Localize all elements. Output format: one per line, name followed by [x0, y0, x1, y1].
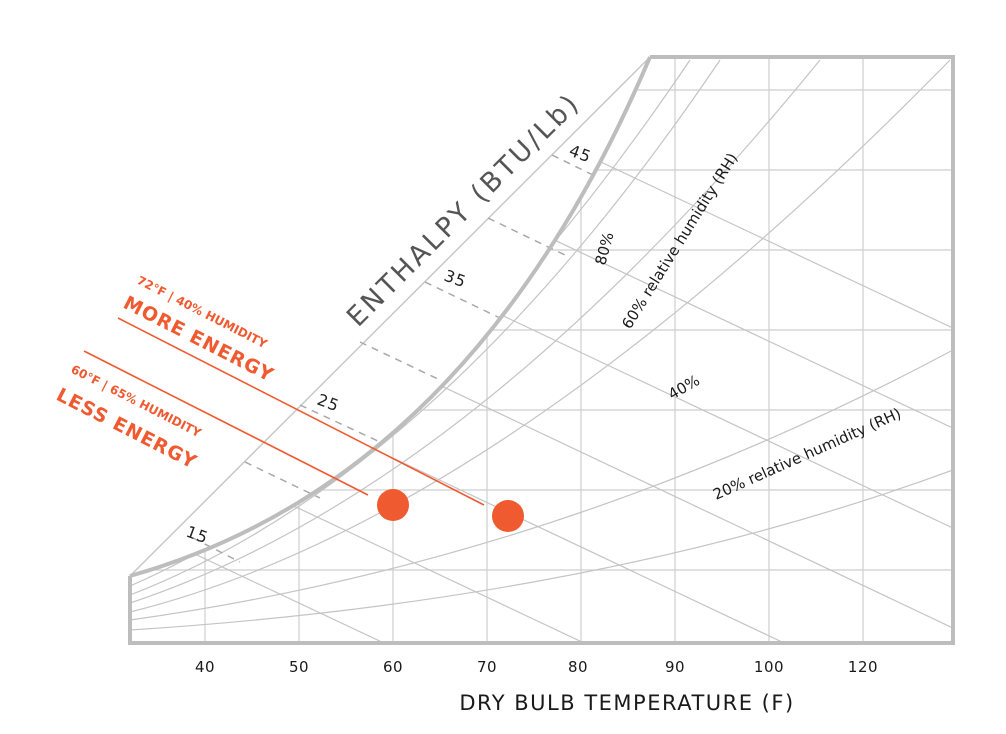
x-tick-label: 70 — [477, 658, 497, 676]
data-point-more-energy — [492, 500, 524, 532]
enthalpy-tick-15: 15 — [184, 522, 212, 548]
x-tick-label: 50 — [289, 658, 309, 676]
x-tick-label: 100 — [754, 658, 784, 676]
rh-curve — [130, 59, 951, 613]
enthalpy-line — [130, 309, 821, 643]
x-tick-label: 90 — [665, 658, 685, 676]
annotation-less-energy: 60°F | 65% HUMIDITY LESS ENERGY — [53, 350, 369, 496]
x-tick-label: 60 — [383, 658, 403, 676]
outer-boundary-line — [129, 56, 651, 577]
leader-line-less-energy — [83, 350, 369, 496]
rh-curve — [130, 469, 953, 631]
data-point-less-energy — [377, 489, 409, 521]
enthalpy-dash — [487, 217, 566, 256]
leader-line-more-energy — [117, 317, 485, 506]
rh-label-40: 40% — [665, 371, 703, 403]
rh-curve — [130, 59, 721, 596]
x-tick-label: 120 — [848, 658, 878, 676]
annotation-more-energy: 72°F | 40% HUMIDITY MORE ENERGY — [117, 273, 485, 506]
enthalpy-tick-45: 45 — [567, 141, 595, 167]
rh-label-80: 80% — [591, 230, 617, 267]
rh-curve — [130, 59, 821, 604]
saturation-curve — [129, 56, 652, 578]
enthalpy-tick-25: 25 — [315, 390, 343, 416]
x-tick-label: 40 — [195, 658, 215, 676]
x-axis: 40 50 60 70 80 90 100 120 — [195, 658, 878, 676]
x-axis-title: DRY BULB TEMPERATURE (F) — [459, 691, 794, 715]
enthalpy-tick-35: 35 — [442, 266, 470, 292]
enthalpy-dash — [299, 404, 381, 443]
chart-frame — [128, 55, 955, 645]
enthalpy-line — [479, 104, 953, 356]
enthalpy-dash — [551, 154, 596, 177]
enthalpy-dash — [359, 341, 441, 381]
rh-curve — [130, 349, 953, 621]
rh-label-20: 20% relative humidity (RH) — [710, 404, 904, 503]
enthalpy-dash — [424, 281, 501, 319]
x-tick-label: 80 — [568, 658, 588, 676]
enthalpy-axis-title: ENTHALPY (BTU/Lb) — [341, 87, 587, 333]
enthalpy-dash — [244, 461, 321, 499]
enthalpy-dash — [192, 537, 241, 563]
